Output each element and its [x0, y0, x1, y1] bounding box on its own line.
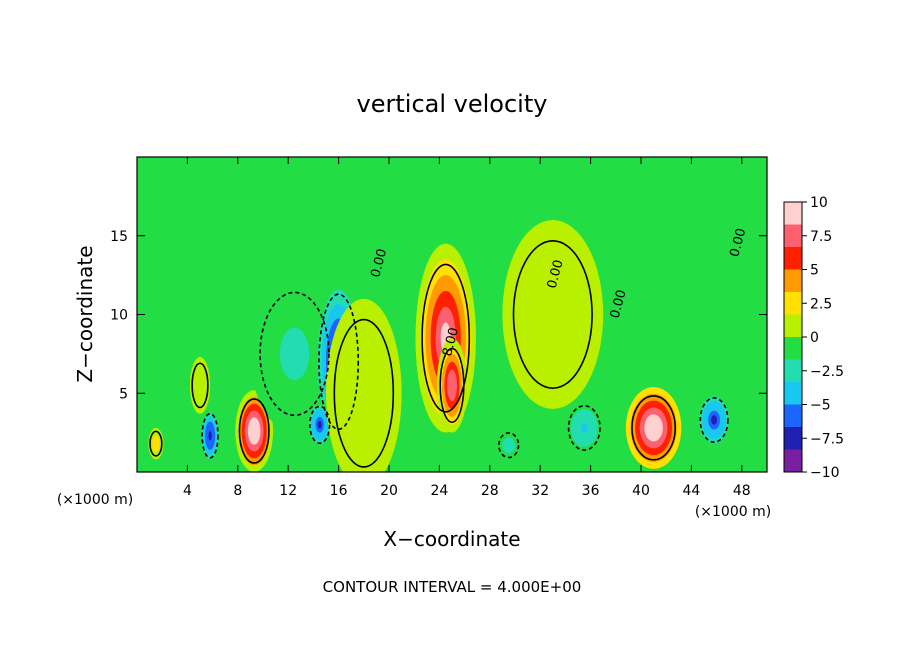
contour-line-2 — [191, 362, 209, 409]
field-band-11-5 — [648, 421, 659, 435]
contour-line-8 — [439, 347, 465, 424]
x-tick-label-48: 48 — [733, 483, 751, 499]
x-tick-label-28: 28 — [481, 483, 499, 499]
contour-line-14 — [512, 239, 593, 390]
x-unit-label-left: (×1000 m) — [57, 492, 133, 508]
contour-line-3 — [238, 398, 270, 464]
x-tick-label-12: 12 — [279, 483, 297, 499]
x-tick-label-24: 24 — [430, 483, 448, 499]
contour-line-4 — [259, 291, 330, 417]
field-band-4-5 — [287, 340, 302, 367]
colorbar-ticks: 10 7.5 5 2.5 0 −2.5 −5 −7.5 −10 — [802, 195, 844, 481]
contour-line-7 — [421, 263, 471, 413]
field-band-0-5 — [154, 441, 158, 447]
colorbar — [783, 201, 803, 473]
y-axis-label: Z−coordinate — [73, 245, 97, 382]
contour-label-3: 0.00 — [608, 288, 630, 320]
contour-labels: 0.00 8.00 0.00 0.00 0.00 — [368, 227, 749, 358]
x-tick-label-8: 8 — [233, 483, 242, 499]
field-band-3-5 — [251, 424, 258, 438]
colorbar-tick-label-4: 0 — [810, 330, 819, 346]
velocity-field — [148, 220, 732, 472]
contour-label-4: 0.00 — [727, 227, 749, 259]
contour-label-0: 0.00 — [368, 247, 390, 279]
colorbar-tick-label-5: −2.5 — [810, 364, 844, 380]
contour-interval-note: CONTOUR INTERVAL = 4.000E+00 — [323, 578, 582, 596]
x-tick-label-20: 20 — [380, 483, 398, 499]
chart-title: vertical velocity — [357, 90, 548, 118]
contour-line-0 — [149, 430, 163, 457]
contour-line-10 — [567, 404, 601, 451]
field-band-12-5 — [711, 415, 718, 425]
colorbar-tick-label-1: 7.5 — [810, 229, 832, 245]
y-tick-label-10: 10 — [110, 308, 128, 324]
x-tick-label-44: 44 — [682, 483, 700, 499]
field-band-1-5 — [208, 431, 212, 441]
field-band-14-5 — [544, 298, 562, 331]
contour-line-12 — [699, 397, 729, 443]
colorbar-tick-label-8: −10 — [810, 465, 840, 481]
field-band-2-5 — [198, 380, 202, 391]
contour-label-1: 8.00 — [440, 326, 462, 358]
x-tick-label-40: 40 — [632, 483, 650, 499]
field-band-6-5 — [317, 420, 322, 429]
field-band-10-5 — [580, 423, 588, 433]
x-axis-ticks: 4 8 12 16 20 24 28 32 36 40 44 48 — [183, 157, 751, 499]
x-tick-label-36: 36 — [582, 483, 600, 499]
colorbar-tick-label-6: −5 — [810, 398, 831, 414]
colorbar-tick-label-2: 5 — [810, 263, 819, 279]
colorbar-tick-label-7: −7.5 — [810, 431, 844, 447]
y-axis-ticks: 5 10 15 — [110, 229, 767, 402]
field-band-9-5 — [506, 442, 511, 448]
contour-line-6 — [309, 405, 331, 444]
colorbar-tick-label-0: 10 — [810, 195, 828, 211]
contour-line-9 — [498, 432, 520, 459]
x-axis-label: X−coordinate — [383, 527, 520, 551]
x-tick-label-4: 4 — [183, 483, 192, 499]
x-tick-label-16: 16 — [330, 483, 348, 499]
contour-line-13 — [333, 318, 395, 468]
contour-line-11 — [631, 395, 677, 461]
field-band-13-5 — [357, 377, 371, 409]
contour-lines — [149, 239, 729, 468]
field-band-8-5 — [449, 377, 455, 394]
x-unit-label-right: (×1000 m) — [695, 504, 771, 520]
x-tick-label-32: 32 — [531, 483, 549, 499]
contour-line-1 — [201, 412, 219, 459]
contour-label-2: 0.00 — [545, 258, 567, 290]
y-tick-label-5: 5 — [119, 386, 128, 402]
y-tick-label-15: 15 — [110, 229, 128, 245]
colorbar-tick-label-3: 2.5 — [810, 296, 832, 312]
